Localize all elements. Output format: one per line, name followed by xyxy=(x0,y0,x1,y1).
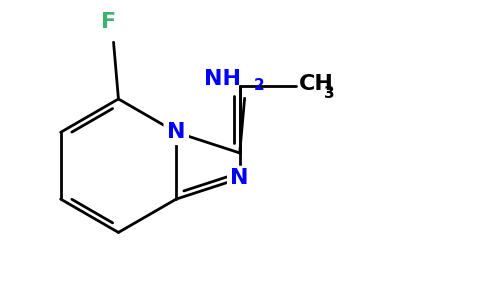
Text: CH: CH xyxy=(299,74,333,94)
Text: F: F xyxy=(101,12,116,32)
FancyBboxPatch shape xyxy=(164,120,189,145)
Text: 3: 3 xyxy=(324,85,334,100)
Text: NH: NH xyxy=(204,69,241,89)
FancyBboxPatch shape xyxy=(227,166,253,191)
Text: N: N xyxy=(230,169,249,188)
Text: N: N xyxy=(167,122,185,142)
Text: 2: 2 xyxy=(254,78,264,93)
